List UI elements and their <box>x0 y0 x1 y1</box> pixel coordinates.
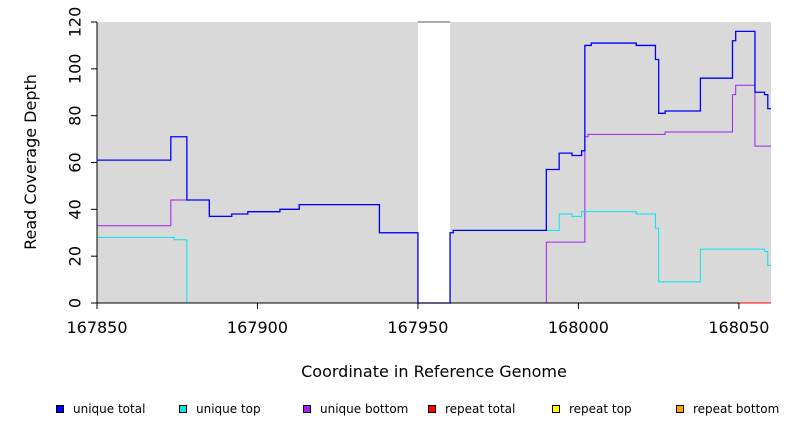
x-tick-label: 167900 <box>227 318 288 337</box>
legend-label: repeat total <box>445 402 516 416</box>
legend-item-repeat-top: repeat top <box>552 400 632 418</box>
x-tick-label: 167850 <box>66 318 127 337</box>
series-line-unique-total <box>97 30 771 304</box>
x-axis-label: Coordinate in Reference Genome <box>301 362 567 381</box>
gap-region <box>417 22 451 303</box>
x-tick-label: 168050 <box>708 318 769 337</box>
y-tick-label: 40 <box>66 199 85 219</box>
legend-item-unique-total: unique total <box>56 400 145 418</box>
y-axis-label: Read Coverage Depth <box>21 74 40 250</box>
legend-item-repeat-bottom: repeat bottom <box>676 400 779 418</box>
y-tick-label: 100 <box>66 54 85 85</box>
legend-label: repeat top <box>569 402 632 416</box>
legend-item-unique-bottom: unique bottom <box>303 400 408 418</box>
legend-label: unique total <box>73 402 146 416</box>
legend-swatch <box>428 405 436 413</box>
legend-label: unique top <box>196 402 261 416</box>
y-tick-label: 80 <box>66 105 85 125</box>
legend-swatch <box>676 405 684 413</box>
axes: 0 20 40 60 80 100 120 167850 167900 167950 168000 1… <box>66 7 770 337</box>
legend-swatch <box>179 405 187 413</box>
legend: unique total unique top unique bottom repea… <box>0 400 792 420</box>
y-tick-label: 0 <box>66 298 85 308</box>
legend-item-repeat-total: repeat total <box>428 400 515 418</box>
legend-item-unique-top: unique top <box>179 400 261 418</box>
legend-swatch <box>552 405 560 413</box>
y-tick-label: 120 <box>66 7 85 38</box>
x-tick-label: 167950 <box>387 318 448 337</box>
y-tick-label: 20 <box>66 246 85 266</box>
legend-label: unique bottom <box>320 402 409 416</box>
x-tick-label: 168000 <box>548 318 609 337</box>
legend-label: repeat bottom <box>693 402 780 416</box>
y-tick-label: 60 <box>66 152 85 172</box>
legend-swatch <box>303 405 311 413</box>
legend-swatch <box>56 405 64 413</box>
